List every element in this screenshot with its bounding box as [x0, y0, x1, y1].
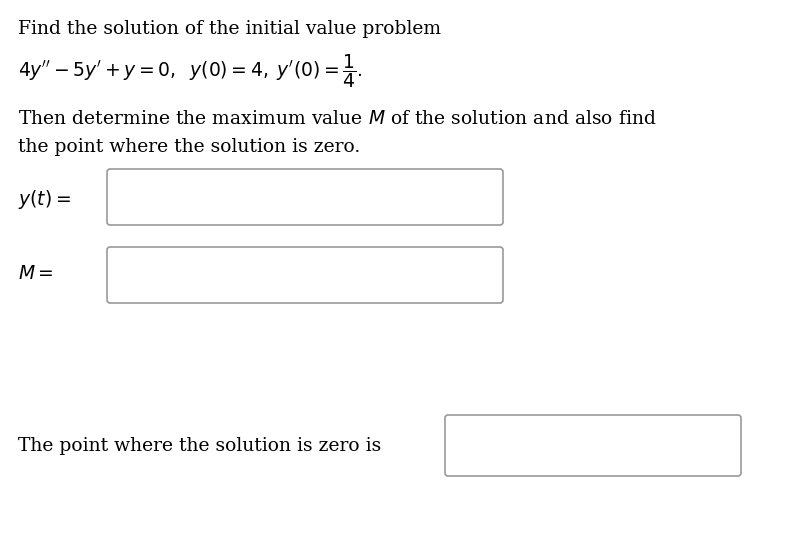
Text: $M =$: $M =$	[18, 265, 54, 283]
Text: Then determine the maximum value $M$ of the solution and also find: Then determine the maximum value $M$ of …	[18, 110, 657, 128]
FancyBboxPatch shape	[107, 247, 503, 303]
Text: The point where the solution is zero is: The point where the solution is zero is	[18, 437, 381, 455]
FancyBboxPatch shape	[107, 169, 503, 225]
Text: Find the solution of the initial value problem: Find the solution of the initial value p…	[18, 20, 441, 38]
Text: the point where the solution is zero.: the point where the solution is zero.	[18, 138, 360, 156]
Text: $y(t) =$: $y(t) =$	[18, 188, 71, 211]
FancyBboxPatch shape	[445, 415, 741, 476]
Text: $4y'' - 5y' + y = 0, \;\; y(0) = 4, \; y'(0) = \dfrac{1}{4}.$: $4y'' - 5y' + y = 0, \;\; y(0) = 4, \; y…	[18, 52, 363, 90]
